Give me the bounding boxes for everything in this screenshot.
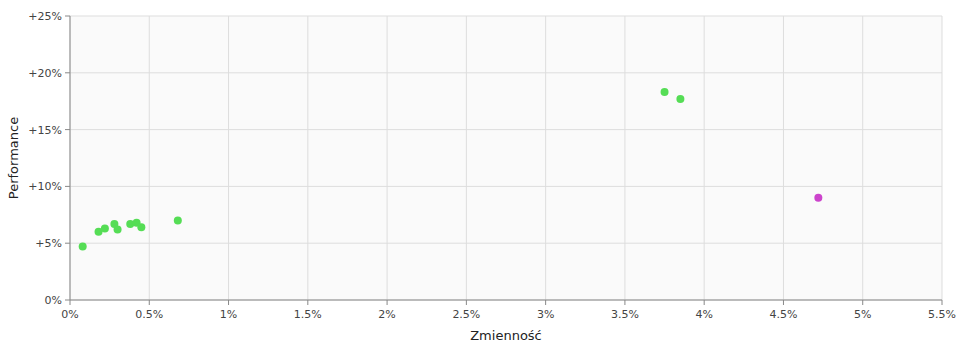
x-tick-label: 4.5% (769, 308, 797, 321)
y-grid-line (70, 16, 942, 17)
x-grid-line (704, 16, 705, 300)
x-tick-label: 4% (695, 308, 712, 321)
x-grid-line (307, 16, 308, 300)
x-grid-line (228, 16, 229, 300)
x-grid-line (624, 16, 625, 300)
y-tick (65, 72, 70, 73)
x-tick-label: 3% (537, 308, 554, 321)
y-tick-label: 0% (45, 294, 62, 307)
x-grid-line (466, 16, 467, 300)
y-tick (65, 16, 70, 17)
y-tick (65, 243, 70, 244)
x-tick (942, 300, 943, 305)
x-tick (545, 300, 546, 305)
x-tick (783, 300, 784, 305)
y-axis-label: Performance (6, 117, 21, 199)
y-grid-line (70, 186, 942, 187)
point (101, 224, 109, 232)
point (114, 226, 122, 234)
point (79, 243, 87, 251)
x-tick-label: 3.5% (611, 308, 639, 321)
y-axis-line (70, 16, 71, 300)
y-grid-line (70, 243, 942, 244)
x-axis-line (70, 300, 942, 301)
x-tick-label: 2% (378, 308, 395, 321)
x-grid-line (70, 16, 71, 300)
y-tick (65, 186, 70, 187)
plot-area (70, 16, 942, 300)
y-tick-label: +10% (28, 180, 62, 193)
y-tick-label: +25% (28, 10, 62, 23)
y-tick-label: +15% (28, 124, 62, 137)
x-tick-label: 1.5% (294, 308, 322, 321)
point (137, 223, 145, 231)
x-tick (862, 300, 863, 305)
x-axis-label: Zmienność (470, 328, 542, 343)
chart-svg: 0% 0.5% 1% 1.5% 2% 2.5% 3% 3.5% 4% 4.5% 5% 5.5% 0% +5… (0, 0, 966, 350)
x-tick (307, 300, 308, 305)
x-tick (228, 300, 229, 305)
x-tick-label: 0.5% (135, 308, 163, 321)
y-grid-line (70, 300, 942, 301)
x-tick (387, 300, 388, 305)
x-tick (70, 300, 71, 305)
series-0 (79, 88, 685, 250)
x-tick (624, 300, 625, 305)
x-tick (149, 300, 150, 305)
point (661, 88, 669, 96)
x-grid-line (545, 16, 546, 300)
x-tick-label: 1% (220, 308, 237, 321)
y-tick-label: +20% (28, 67, 62, 80)
x-grid-line (387, 16, 388, 300)
chart-container: 0% 0.5% 1% 1.5% 2% 2.5% 3% 3.5% 4% 4.5% 5% 5.5% 0% +5… (0, 0, 966, 350)
y-tick (65, 129, 70, 130)
series-1 (814, 194, 822, 202)
x-tick-label: 2.5% (452, 308, 480, 321)
x-grid-line (942, 16, 943, 300)
x-tick-label: 5.5% (928, 308, 956, 321)
x-tick (466, 300, 467, 305)
x-tick-label: 5% (854, 308, 871, 321)
x-grid-line (149, 16, 150, 300)
point (676, 95, 684, 103)
marks (79, 88, 823, 250)
tick-labels: 0% 0.5% 1% 1.5% 2% 2.5% 3% 3.5% 4% 4.5% 5% 5.5% 0% +5… (28, 10, 956, 321)
x-grid-line (783, 16, 784, 300)
point (814, 194, 822, 202)
y-grid-line (70, 129, 942, 130)
grid (70, 16, 942, 300)
y-grid-line (70, 72, 942, 73)
y-tick (65, 300, 70, 301)
x-tick-label: 0% (61, 308, 78, 321)
point (174, 216, 182, 224)
x-grid-line (862, 16, 863, 300)
y-tick-label: +5% (35, 237, 62, 250)
x-tick (704, 300, 705, 305)
